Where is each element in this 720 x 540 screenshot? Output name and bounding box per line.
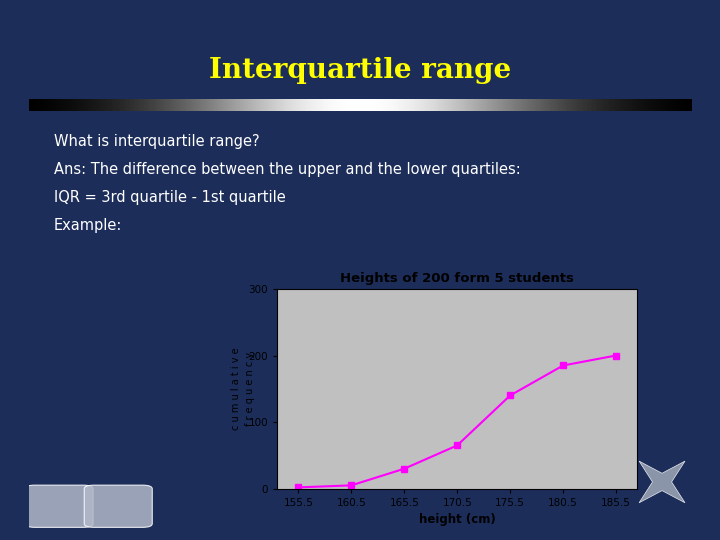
FancyBboxPatch shape [84, 485, 153, 528]
Text: Interquartile range: Interquartile range [209, 57, 511, 84]
FancyBboxPatch shape [25, 485, 93, 528]
Text: What is interquartile range?: What is interquartile range? [54, 134, 260, 149]
Text: Example:: Example: [54, 218, 122, 233]
Polygon shape [639, 461, 685, 503]
Y-axis label: c u m u l a t i v e
f r e q u e n c y: c u m u l a t i v e f r e q u e n c y [231, 347, 255, 430]
X-axis label: height (cm): height (cm) [419, 514, 495, 526]
Text: IQR = 3rd quartile - 1st quartile: IQR = 3rd quartile - 1st quartile [54, 190, 286, 205]
Title: Heights of 200 form 5 students: Heights of 200 form 5 students [341, 272, 574, 285]
Text: Ans: The difference between the upper and the lower quartiles:: Ans: The difference between the upper an… [54, 162, 521, 177]
